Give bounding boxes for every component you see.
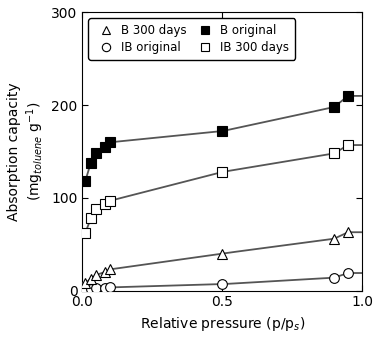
- Y-axis label: Absorption capacity
(mg$_{toluene}$ g$^{-1}$): Absorption capacity (mg$_{toluene}$ g$^{…: [7, 82, 46, 221]
- Legend: B 300 days, IB original, B original, IB 300 days: B 300 days, IB original, B original, IB …: [89, 18, 295, 60]
- X-axis label: Relative pressure (p/p$_s$): Relative pressure (p/p$_s$): [139, 315, 305, 333]
